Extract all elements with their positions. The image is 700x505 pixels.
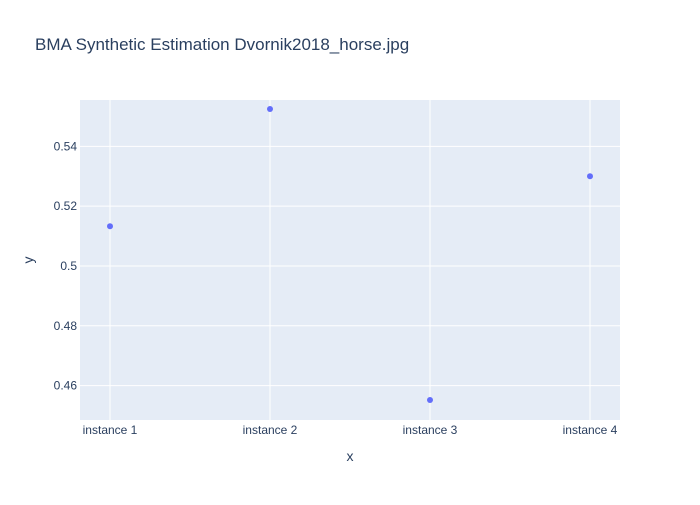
x-axis-title: x — [347, 448, 354, 464]
y-tick-label: 0.48 — [54, 319, 78, 333]
y-tick-label: 0.5 — [60, 259, 77, 273]
x-tick-label: instance 2 — [243, 423, 298, 437]
y-tick-label: 0.52 — [54, 199, 78, 213]
y-tick-label: 0.46 — [54, 379, 78, 393]
plot-area — [80, 100, 620, 420]
data-point — [107, 223, 113, 230]
y-axis-title: y — [20, 257, 36, 264]
data-point — [267, 105, 273, 112]
y-tick-label: 0.54 — [54, 139, 78, 153]
data-points — [107, 105, 593, 403]
x-tick-label: instance 1 — [83, 423, 138, 437]
x-tick-label: instance 3 — [403, 423, 458, 437]
data-point — [587, 173, 593, 180]
grid-lines — [80, 100, 620, 420]
chart-title: BMA Synthetic Estimation Dvornik2018_hor… — [35, 35, 409, 54]
x-tick-labels: instance 1 instance 2 instance 3 instance 4 — [83, 423, 618, 437]
data-point — [427, 396, 433, 403]
x-tick-label: instance 4 — [563, 423, 618, 437]
y-tick-labels: 0.46 0.48 0.5 0.52 0.54 — [54, 139, 78, 392]
